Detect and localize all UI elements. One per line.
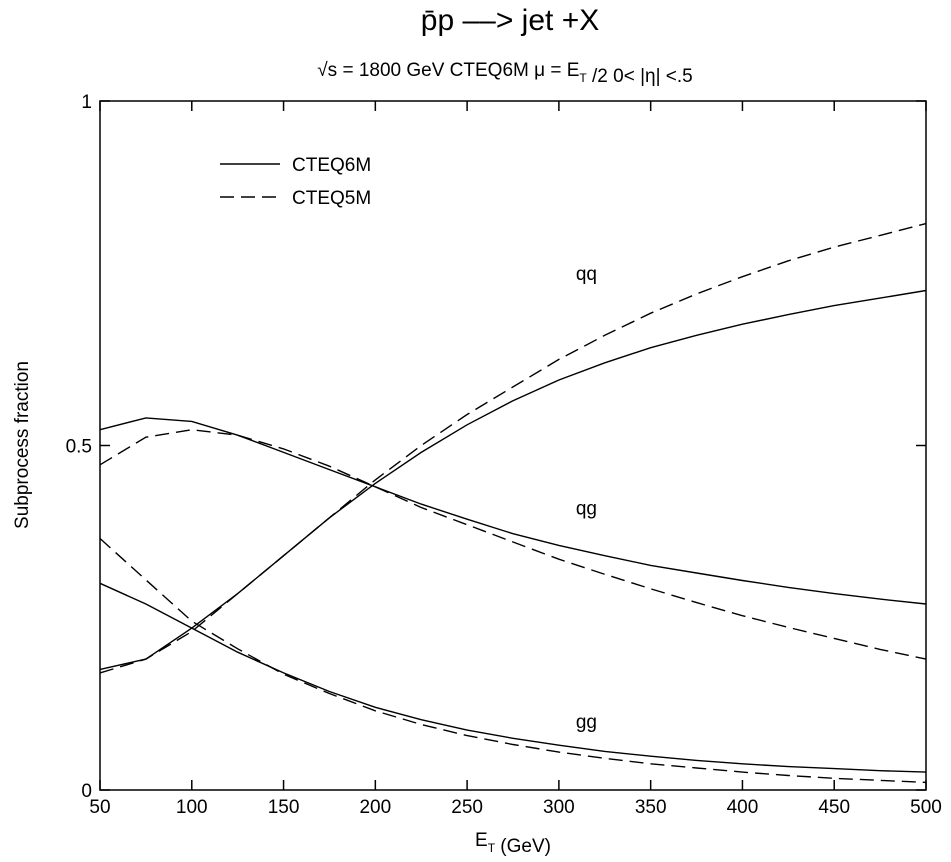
curve-label-gg: gg <box>576 712 597 733</box>
chart-subtitle: √s = 1800 GeV CTEQ6M μ = ET /2 0< |η| <.… <box>317 60 693 87</box>
x-tick-label: 300 <box>543 797 575 818</box>
curve-labels: qq qg gg <box>576 264 597 733</box>
y-tick-label: 0 <box>81 781 92 802</box>
x-tick-label: 200 <box>359 797 391 818</box>
plot-frame <box>99 100 927 791</box>
legend: CTEQ6M CTEQ5M <box>220 155 371 209</box>
y-axis-label: Subprocess fraction <box>12 361 33 529</box>
y-tick-label: 0.5 <box>66 437 92 458</box>
x-tick-label: 100 <box>176 797 208 818</box>
legend-entry-cteq5m: CTEQ5M <box>292 188 371 209</box>
x-tick-label: 50 <box>89 797 110 818</box>
series-line-qg-cteq6m <box>99 417 927 605</box>
series-line-qg-cteq5m <box>99 428 927 660</box>
x-tick-label: 150 <box>268 797 300 818</box>
chart-title: p̄p ––> jet +X <box>421 4 599 37</box>
x-tick-label: 500 <box>910 797 942 818</box>
series-line-gg-cteq6m <box>99 582 927 773</box>
series-line-gg-cteq5m <box>99 537 927 784</box>
legend-entry-cteq6m: CTEQ6M <box>292 155 371 176</box>
x-tick-label: 350 <box>635 797 667 818</box>
axis-ticks: 50 100 150 200 250 300 350 400 450 500 0 0.5 1 <box>66 92 942 818</box>
x-tick-label: 400 <box>727 797 759 818</box>
series-line-qq-cteq5m <box>99 222 927 674</box>
x-tick-label: 250 <box>451 797 483 818</box>
curve-label-qg: qg <box>576 498 597 519</box>
series-line-qq-cteq6m <box>99 289 927 671</box>
x-tick-label: 450 <box>818 797 850 818</box>
curve-label-qq: qq <box>576 264 597 285</box>
series-lines <box>99 222 927 784</box>
x-axis-label: ET (GeV) <box>475 830 551 857</box>
y-tick-label: 1 <box>81 92 92 113</box>
